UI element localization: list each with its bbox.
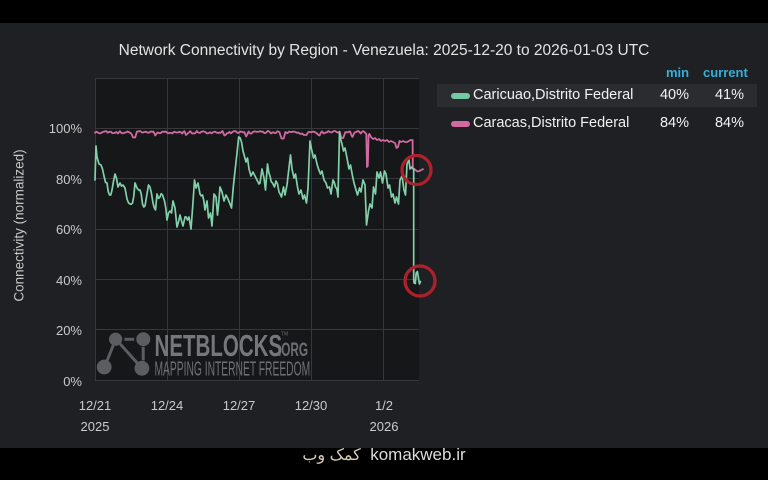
svg-text:MAPPING INTERNET FREEDOM: MAPPING INTERNET FREEDOM [155, 359, 311, 380]
svg-text:NETBLOCKS: NETBLOCKS [155, 328, 283, 363]
svg-text:.ORG: .ORG [278, 340, 308, 360]
svg-text:TM: TM [281, 332, 288, 338]
